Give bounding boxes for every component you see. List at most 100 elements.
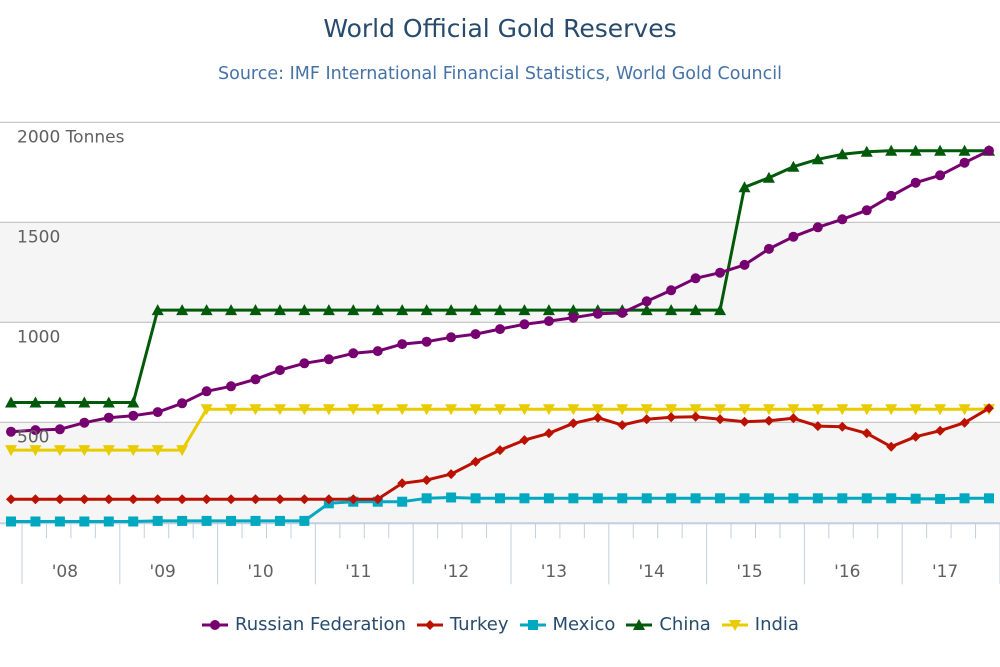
data-point[interactable] <box>347 404 360 416</box>
data-point[interactable] <box>690 273 701 284</box>
data-point[interactable] <box>274 365 285 376</box>
data-point[interactable] <box>518 304 531 316</box>
data-point[interactable] <box>935 493 946 504</box>
data-point[interactable] <box>728 619 741 631</box>
data-point[interactable] <box>128 516 139 527</box>
data-point[interactable] <box>225 304 238 316</box>
data-point[interactable] <box>715 414 726 425</box>
data-point[interactable] <box>568 312 579 323</box>
data-point[interactable] <box>812 421 823 432</box>
data-point[interactable] <box>495 445 505 456</box>
data-point[interactable] <box>177 398 188 409</box>
data-point[interactable] <box>274 515 285 526</box>
data-point[interactable] <box>527 619 538 630</box>
data-point[interactable] <box>591 404 604 416</box>
data-point[interactable] <box>372 346 383 357</box>
legend-item-turkey[interactable]: Turkey <box>416 614 509 635</box>
data-point[interactable] <box>860 145 873 157</box>
data-point[interactable] <box>959 493 970 504</box>
data-point[interactable] <box>788 231 799 242</box>
data-point[interactable] <box>128 410 139 421</box>
data-point[interactable] <box>714 404 727 416</box>
data-point[interactable] <box>273 304 286 316</box>
data-point[interactable] <box>469 404 482 416</box>
data-point[interactable] <box>249 404 262 416</box>
data-point[interactable] <box>250 515 261 526</box>
data-point[interactable] <box>715 493 726 504</box>
data-point[interactable] <box>519 435 530 446</box>
data-point[interactable] <box>78 396 91 408</box>
data-point[interactable] <box>640 404 653 416</box>
data-point[interactable] <box>200 304 213 316</box>
data-point[interactable] <box>299 358 310 369</box>
data-point[interactable] <box>568 418 579 429</box>
legend-item-mexico[interactable]: Mexico <box>519 614 615 635</box>
data-point[interactable] <box>739 493 750 504</box>
data-point[interactable] <box>152 515 163 526</box>
data-point[interactable] <box>299 494 310 505</box>
data-point[interactable] <box>151 445 164 457</box>
data-point[interactable] <box>347 304 360 316</box>
data-point[interactable] <box>226 494 237 505</box>
data-point[interactable] <box>420 404 433 416</box>
data-point[interactable] <box>592 493 603 504</box>
data-point[interactable] <box>836 148 849 160</box>
data-point[interactable] <box>934 144 947 156</box>
data-point[interactable] <box>738 181 751 193</box>
data-point[interactable] <box>371 404 384 416</box>
data-point[interactable] <box>177 515 188 526</box>
data-point[interactable] <box>29 445 42 457</box>
data-point[interactable] <box>910 493 921 504</box>
data-point[interactable] <box>323 354 334 365</box>
data-point[interactable] <box>984 493 994 504</box>
data-point[interactable] <box>690 493 701 504</box>
data-point[interactable] <box>250 494 261 505</box>
data-point[interactable] <box>909 404 922 416</box>
data-point[interactable] <box>470 456 481 467</box>
data-point[interactable] <box>5 396 17 408</box>
data-point[interactable] <box>617 307 628 318</box>
data-point[interactable] <box>176 304 189 316</box>
data-point[interactable] <box>6 426 16 437</box>
data-point[interactable] <box>30 516 41 527</box>
data-point[interactable] <box>519 493 530 504</box>
data-point[interactable] <box>861 428 872 439</box>
data-point[interactable] <box>762 404 775 416</box>
data-point[interactable] <box>397 478 408 489</box>
data-point[interactable] <box>152 494 163 505</box>
data-point[interactable] <box>665 404 678 416</box>
data-point[interactable] <box>176 445 189 457</box>
data-point[interactable] <box>787 160 800 172</box>
data-point[interactable] <box>323 494 334 505</box>
data-point[interactable] <box>494 304 506 316</box>
data-point[interactable] <box>30 425 41 436</box>
data-point[interactable] <box>886 493 897 504</box>
data-point[interactable] <box>470 493 481 504</box>
data-point[interactable] <box>542 404 555 416</box>
data-point[interactable] <box>837 421 848 432</box>
data-point[interactable] <box>421 475 432 486</box>
data-point[interactable] <box>837 214 848 225</box>
data-point[interactable] <box>641 296 652 307</box>
legend-item-china[interactable]: China <box>625 614 711 635</box>
data-point[interactable] <box>543 428 554 439</box>
data-point[interactable] <box>715 267 726 278</box>
data-point[interactable] <box>103 516 114 527</box>
data-point[interactable] <box>959 417 970 428</box>
data-point[interactable] <box>226 381 237 392</box>
data-point[interactable] <box>299 515 310 526</box>
legend-item-russian-federation[interactable]: Russian Federation <box>201 614 406 635</box>
data-point[interactable] <box>617 493 628 504</box>
data-point[interactable] <box>396 404 409 416</box>
data-point[interactable] <box>200 404 213 416</box>
data-point[interactable] <box>885 404 898 416</box>
data-point[interactable] <box>690 411 701 422</box>
data-point[interactable] <box>225 404 238 416</box>
data-point[interactable] <box>152 407 163 418</box>
data-point[interactable] <box>714 304 727 316</box>
data-point[interactable] <box>177 494 188 505</box>
data-point[interactable] <box>6 516 16 527</box>
data-point[interactable] <box>959 157 970 168</box>
data-point[interactable] <box>54 516 65 527</box>
data-point[interactable] <box>836 404 849 416</box>
